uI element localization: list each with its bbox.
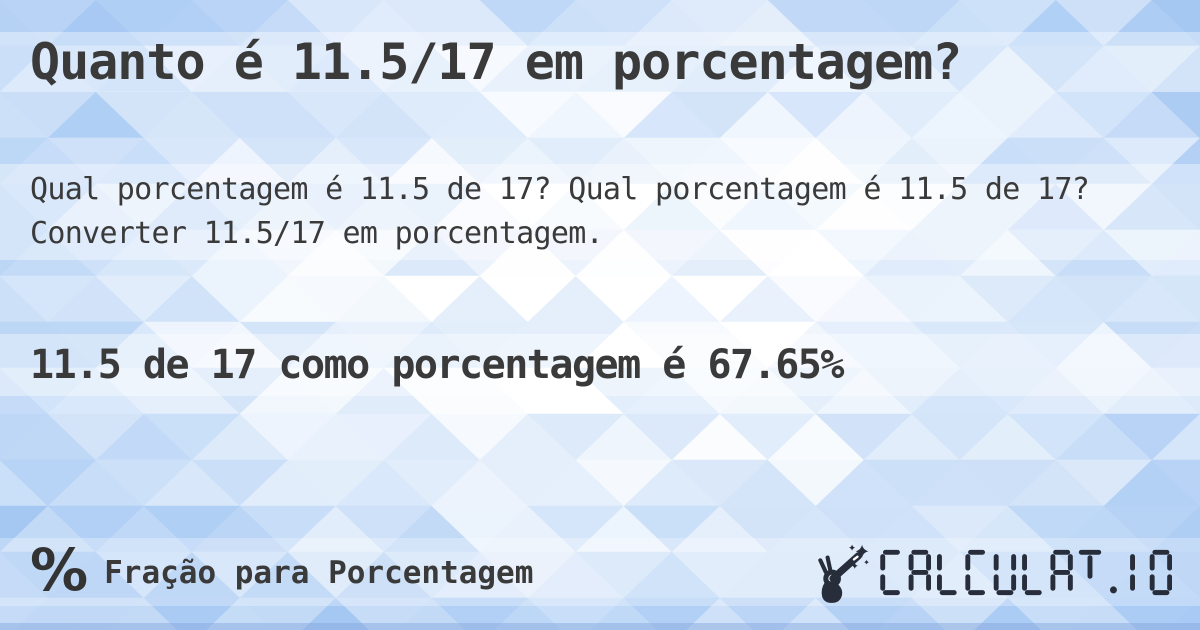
calculatio-logo — [814, 542, 1172, 604]
magic-wand-hand-icon — [817, 544, 869, 603]
percent-icon: % — [30, 536, 89, 604]
title-band: Quanto é 11.5/17 em porcentagem? — [0, 32, 1200, 92]
footer: % Fração para Porcentagem — [30, 540, 1172, 606]
bottom-edge-strip — [0, 623, 1200, 630]
description-band: Qual porcentagem é 11.5 de 17? Qual porc… — [0, 164, 1200, 260]
page-title: Quanto é 11.5/17 em porcentagem? — [30, 33, 962, 91]
page-description: Qual porcentagem é 11.5 de 17? Qual porc… — [30, 172, 1090, 251]
answer-text: 11.5 de 17 como porcentagem é 67.65% — [30, 342, 844, 388]
answer-band: 11.5 de 17 como porcentagem é 67.65% — [0, 334, 1200, 396]
category: % Fração para Porcentagem — [30, 541, 534, 599]
calculatio-logo-text — [879, 549, 1172, 596]
category-label: Fração para Porcentagem — [104, 555, 534, 591]
